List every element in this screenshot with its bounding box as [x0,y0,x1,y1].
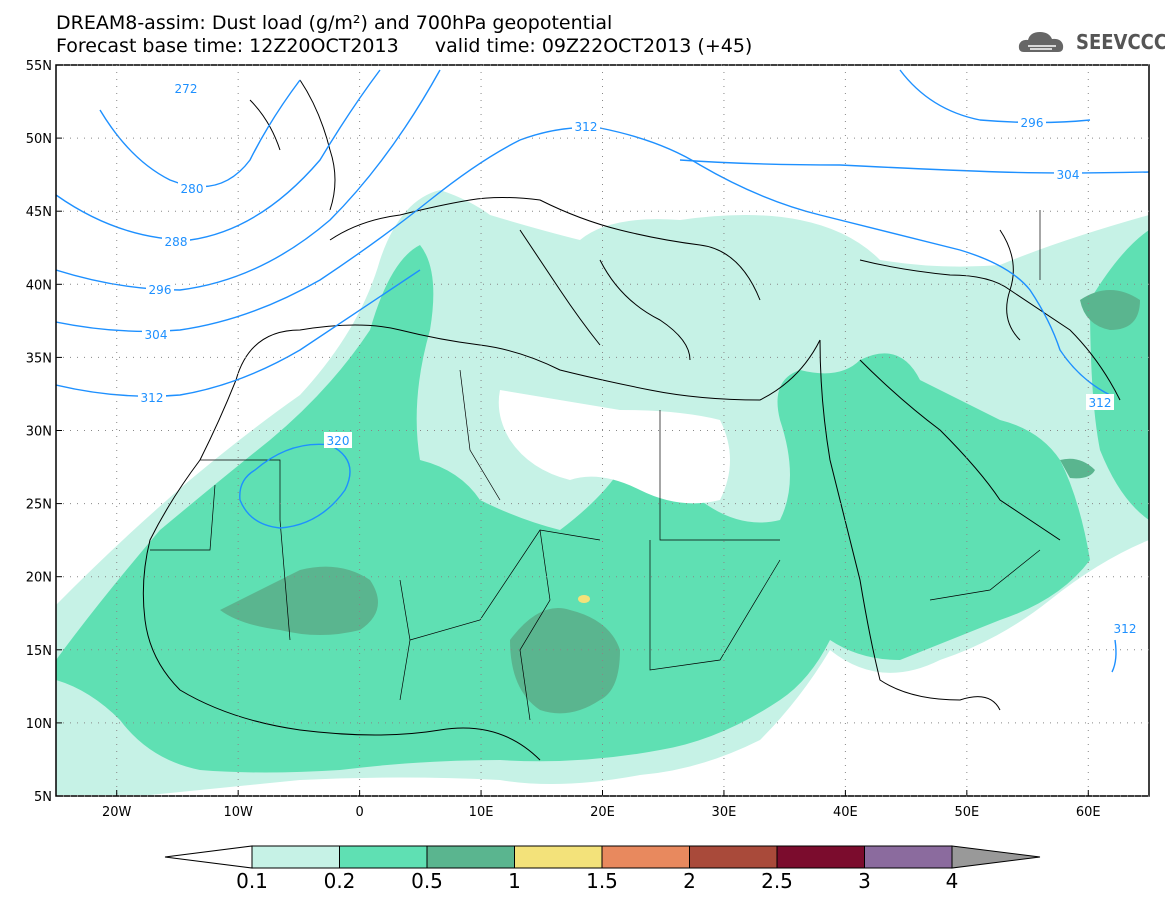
contour-label-bg [178,180,206,196]
colorbar-box [339,845,428,869]
coastlines [142,79,1121,761]
map-subtitle: Forecast base time: 12Z20OCT2013 valid t… [56,35,753,57]
contour-label-bg [1054,166,1082,182]
colorbar-label: 2 [683,869,696,893]
clear-region [498,390,730,504]
colorbar-label: 0.1 [236,869,268,893]
axis-labels: 20W 10W 0 10E 20E 30E 40E 50E 60E 55N 50N 45N 40N 35N… [26,59,1101,820]
contour-label-bg [138,389,166,405]
lon-tick-label: 0 [355,805,363,820]
contour-labels: 272 280 288 296 304 312 320 312 296 304 312 312 [138,80,1139,636]
colorbar: 0.1 0.2 0.5 1 1.5 2 2.5 3 4 [164,845,1041,893]
contour-label-bg [1086,394,1114,410]
colorbar-label: 1 [508,869,521,893]
contour-label: 312 [1089,396,1112,410]
contour-label-bg [1111,620,1139,636]
geopotential-contours [56,69,1149,673]
lon-tick-label: 50E [954,805,979,820]
contour-label: 304 [1057,168,1080,182]
colorbar-label: 0.5 [411,869,443,893]
lat-tick-label: 5N [34,790,52,805]
contour-label-bg [146,281,174,297]
lat-tick-label: 55N [26,59,52,74]
lat-tick-label: 45N [26,205,52,220]
contour-label: 312 [141,391,164,405]
logo-text: SEEVCCC [1076,30,1165,54]
colorbar-label: 1.5 [586,869,618,893]
lat-tick-label: 35N [26,351,52,366]
contour-label: 280 [181,182,204,196]
contour-label: 312 [575,120,598,134]
gridlines [56,64,1149,797]
contour-label: 272 [175,82,198,96]
lon-tick-label: 20E [590,805,615,820]
colorbar-label: 3 [858,869,871,893]
colorbar-box [426,845,515,869]
map-title: DREAM8-assim: Dust load (g/m²) and 700hP… [56,12,613,34]
lon-tick-label: 10W [223,805,253,820]
dust-region-peak [578,595,590,603]
lon-tick-label: 60E [1076,805,1101,820]
contour-label: 312 [1114,622,1137,636]
lat-tick-label: 40N [26,278,52,293]
contour-label: 296 [149,283,172,297]
colorbar-box [864,845,953,869]
colorbar-label: 4 [946,869,959,893]
lat-tick-label: 25N [26,498,52,513]
colorbar-low-arrow [164,845,253,869]
contour-label: 320 [327,434,350,448]
lat-tick-label: 20N [26,571,52,586]
lat-tick-label: 50N [26,132,52,147]
contour-label-bg [1018,114,1046,130]
colorbar-box [776,845,865,869]
lat-tick-label: 30N [26,425,52,440]
colorbar-label: 0.2 [324,869,356,893]
colorbar-box [514,845,603,869]
contour-label-bg [172,80,200,96]
dust-region-mid [56,230,1149,773]
cloud-icon [1018,32,1064,52]
colorbar-high-arrow [951,845,1041,869]
contour-label: 304 [145,328,168,342]
contour-label-bg [162,233,190,249]
lon-tick-label: 20W [102,805,132,820]
colorbar-label: 2.5 [761,869,793,893]
contour-label-bg [572,118,600,134]
contour-label: 296 [1021,116,1044,130]
contour-label-bg [142,326,170,342]
contour-label-bg [324,432,352,448]
colorbar-box [601,845,690,869]
colorbar-box [689,845,778,869]
lon-tick-label: 40E [833,805,858,820]
colorbar-box [251,845,340,869]
borders [150,210,1041,721]
lat-tick-label: 10N [26,717,52,732]
lat-tick-label: 15N [26,644,52,659]
lon-tick-label: 10E [469,805,494,820]
contour-label: 288 [165,235,188,249]
lon-tick-label: 30E [712,805,737,820]
